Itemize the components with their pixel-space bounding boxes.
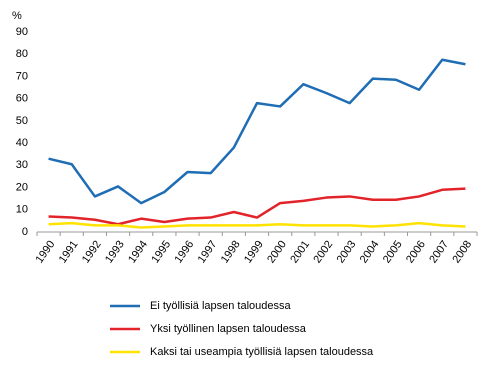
x-tick-label: 2005	[381, 239, 405, 266]
legend-label: Ei työllisiä lapsen taloudessa	[150, 300, 292, 312]
series-line	[48, 58, 466, 205]
x-tick-label: 2000	[265, 239, 289, 266]
series-line	[48, 221, 466, 229]
x-tick-label: 1991	[57, 239, 81, 266]
x-tick-label: 1997	[196, 239, 220, 266]
legend-label: Kaksi tai useampia työllisiä lapsen talo…	[150, 346, 374, 358]
y-tick-label: 90	[16, 26, 28, 38]
series-line	[48, 187, 466, 226]
x-tick-label: 1995	[149, 239, 173, 266]
x-tick-label: 2003	[335, 239, 359, 266]
x-tick-label: 1999	[242, 239, 266, 266]
x-tick-label: 1990	[34, 239, 58, 266]
y-tick-label: 80	[16, 48, 28, 60]
x-tick-label: 2004	[358, 239, 382, 266]
y-tick-label: 50	[16, 115, 28, 127]
x-tick-label: 2007	[427, 239, 451, 266]
x-tick-label: 1994	[126, 239, 150, 266]
x-tick-label: 1996	[172, 239, 196, 266]
y-tick-label: 0	[22, 226, 28, 238]
x-tick-label: 1992	[80, 239, 104, 266]
y-tick-label: 20	[16, 181, 28, 193]
legend-label: Yksi työllinen lapsen taloudessa	[150, 323, 307, 335]
x-tick-label: 1998	[219, 239, 243, 266]
x-tick-label: 2002	[311, 239, 335, 266]
y-tick-label: 40	[16, 137, 28, 149]
y-tick-label: 30	[16, 159, 28, 171]
x-tick-label: 2006	[404, 239, 428, 266]
y-tick-label: 10	[16, 204, 28, 216]
y-axis-label: %	[12, 10, 22, 22]
y-tick-label: 70	[16, 70, 28, 82]
x-tick-label: 2008	[450, 239, 474, 266]
x-tick-label: 1993	[103, 239, 127, 266]
y-tick-label: 60	[16, 93, 28, 105]
x-tick-label: 2001	[288, 239, 312, 266]
